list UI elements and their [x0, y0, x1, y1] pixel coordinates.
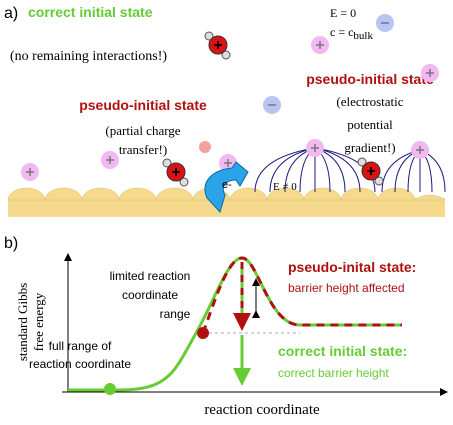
- correct-note: correct barrier height: [278, 366, 389, 380]
- panel-b: b) standard Gibbs free energy reaction c…: [4, 235, 446, 418]
- x-axis-label: reaction coordinate: [204, 402, 320, 418]
- surface-field: E ≠ 0: [273, 181, 297, 193]
- pseudo-right-line: potential: [347, 117, 393, 132]
- correct-title: correct initial state: [28, 4, 153, 20]
- limited-label: coordinate: [122, 288, 178, 302]
- bulk-conc: c = cbulk: [330, 25, 373, 42]
- pseudo-title: pseudo-inital state:: [288, 259, 416, 275]
- bulk-field: E = 0: [330, 6, 356, 20]
- correct-title: correct initial state:: [278, 343, 407, 359]
- pseudo-note: barrier height affected: [288, 281, 405, 295]
- pseudo-right-line: (electrostatic: [336, 94, 403, 109]
- pseudo-left-line: (partial charge: [105, 123, 180, 138]
- full-label: reaction coordinate: [29, 357, 131, 371]
- panel-label: a): [4, 5, 18, 22]
- pseudo-left-title: pseudo-initial state: [79, 97, 207, 113]
- y-axis-label: standard Gibbs: [15, 283, 30, 361]
- panel-label: b): [4, 235, 18, 252]
- figure: a) correct initial state (no remaining i…: [0, 0, 453, 420]
- correct-note: (no remaining interactions!): [10, 49, 167, 64]
- electron-label: e-: [222, 179, 232, 191]
- pseudo-left-line: transfer!): [119, 142, 167, 157]
- pseudo-right-title: pseudo-initial state: [306, 71, 434, 87]
- pseudo-right-line: gradient!): [344, 140, 395, 155]
- limited-label: range: [160, 307, 191, 321]
- y-axis-label: free energy: [31, 292, 46, 351]
- full-label: full range of: [49, 339, 112, 353]
- limited-label: limited reaction: [110, 269, 191, 283]
- panel-a: a) correct initial state (no remaining i…: [4, 4, 445, 217]
